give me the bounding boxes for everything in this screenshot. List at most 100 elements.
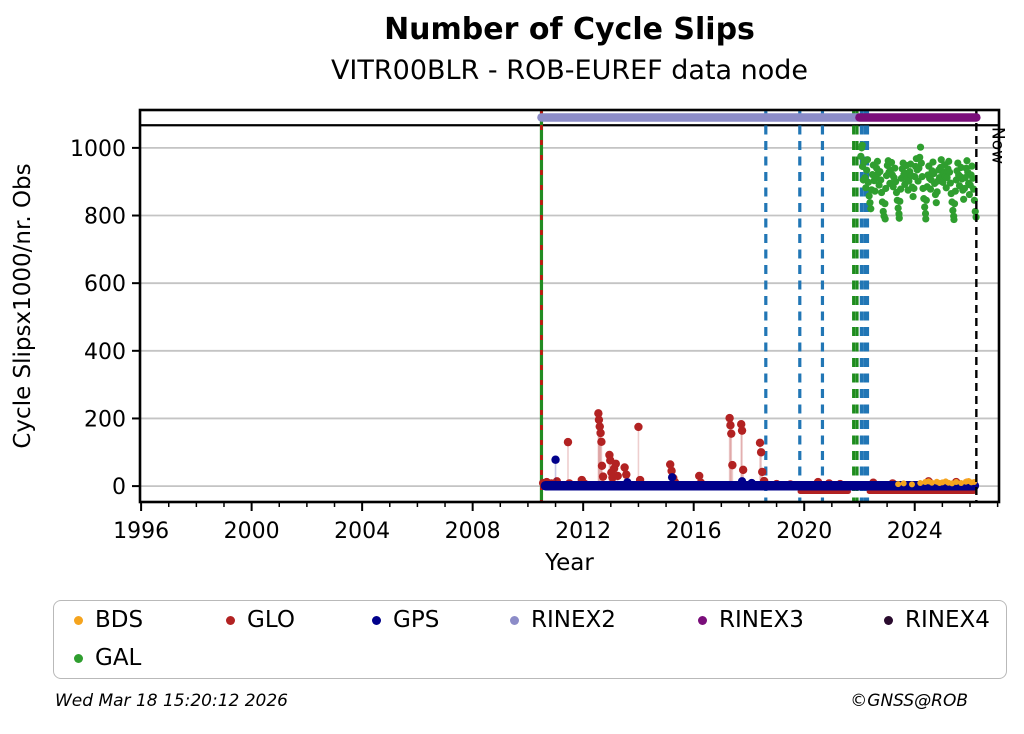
gal-point (863, 166, 871, 174)
glo-dot-icon (226, 615, 235, 625)
gal-point (946, 179, 954, 187)
glo-point (756, 448, 766, 457)
gal-point (937, 156, 945, 164)
gal-point (929, 158, 937, 166)
gal-point (921, 209, 930, 218)
now-line: Now (975, 110, 1007, 502)
copyright-credit: ©GNSS@ROB (850, 691, 968, 711)
gal-point (871, 187, 879, 195)
legend-item-rinex3: RINEX3 (698, 607, 804, 633)
axes-frame (138, 108, 1001, 504)
gal-point (916, 153, 924, 161)
gps-dot-icon (372, 615, 381, 625)
glo-point (596, 428, 605, 438)
gps-point (667, 473, 677, 482)
gal-point (950, 215, 958, 224)
chart-legend: BDS GLO GPS RINEX2 RINEX3 RINEX4 GAL (53, 600, 1007, 679)
gal-point (960, 195, 968, 203)
y-tick-label: 400 (84, 340, 126, 365)
gal-points (857, 141, 980, 224)
bds-point (895, 481, 902, 488)
glo-point (695, 471, 704, 481)
glo-point (563, 437, 573, 447)
legend-item-bds: BDS (74, 607, 143, 633)
glo-point (611, 459, 620, 468)
gal-point (965, 190, 974, 199)
gal-point (950, 200, 959, 208)
glo-point (666, 460, 675, 469)
legend-label-gps: GPS (393, 607, 440, 633)
gal-point (881, 215, 889, 223)
gal-point (858, 141, 866, 149)
glo-point (737, 426, 747, 435)
gal-point (918, 173, 926, 181)
gal-point (909, 192, 917, 201)
gal-point (896, 197, 904, 205)
gal-point (864, 178, 872, 186)
gal-dot-icon (74, 653, 83, 663)
legend-label-rinex4: RINEX4 (905, 607, 990, 633)
legend-label-rinex2: RINEX2 (531, 607, 616, 633)
gal-point (882, 184, 890, 193)
gal-point (862, 184, 870, 192)
glo-point (597, 437, 606, 446)
legend-item-gps: GPS (372, 607, 439, 633)
gal-point (969, 174, 977, 182)
gal-point (922, 196, 930, 204)
gal-point (895, 214, 903, 222)
glo-point (738, 465, 748, 475)
gal-point (942, 184, 950, 192)
axis-ticks: 0 200 400 600 800 1000 1996 2000 2004 2008 2012 201… (70, 137, 999, 544)
bds-point (958, 480, 965, 487)
axis-titles: Year Cycle Slipsx1000/nr. Obs (10, 163, 594, 576)
gal-point (930, 169, 938, 178)
gal-point (897, 185, 905, 193)
x-tick-label: 2008 (445, 519, 501, 544)
gal-point (873, 157, 882, 166)
x-tick-label: 1996 (113, 519, 169, 544)
gal-point (961, 174, 969, 182)
gal-point (910, 184, 918, 193)
bds-point (900, 480, 907, 487)
bds-point (953, 479, 960, 486)
legend-label-bds: BDS (95, 607, 144, 633)
x-tick-label: 2004 (334, 519, 390, 544)
chart-subtitle: VITR00BLR - ROB-EUREF data node (330, 55, 809, 86)
gal-point (945, 157, 953, 166)
gal-point (887, 158, 896, 167)
gal-point (963, 157, 971, 165)
gal-point (943, 174, 951, 182)
glo-point (728, 460, 737, 470)
event-lines (539, 110, 870, 502)
glo-point (622, 470, 631, 479)
legend-label-gal: GAL (95, 645, 142, 671)
gal-point (949, 206, 957, 215)
y-tick-label: 600 (84, 272, 126, 297)
gal-point (881, 200, 889, 208)
glo-points (538, 409, 976, 489)
glo-point (620, 463, 629, 472)
glo-point (597, 461, 607, 471)
gal-point (939, 178, 947, 186)
bds-points (895, 478, 978, 488)
x-tick-label: 2016 (666, 519, 722, 544)
glo-point (594, 415, 604, 425)
gal-point (863, 156, 872, 164)
gal-point (905, 177, 913, 185)
legend-label-glo: GLO (247, 607, 295, 633)
legend-item-glo: GLO (226, 607, 295, 633)
generation-timestamp: Wed Mar 18 15:20:12 2026 (55, 691, 288, 711)
x-tick-label: 2000 (224, 519, 280, 544)
gal-point (933, 188, 941, 196)
legend-item-rinex4: RINEX4 (884, 607, 990, 633)
legend-item-rinex2: RINEX2 (510, 607, 616, 633)
gal-point (892, 178, 900, 186)
chart-title: Number of Cycle Slips (384, 12, 755, 47)
glo-point (594, 409, 603, 418)
gal-point (922, 215, 930, 223)
gal-point (960, 184, 969, 193)
glo-point (613, 471, 622, 481)
y-axis-label: Cycle Slipsx1000/nr. Obs (10, 163, 36, 448)
gal-point (894, 204, 902, 212)
y-tick-label: 1000 (70, 137, 126, 162)
